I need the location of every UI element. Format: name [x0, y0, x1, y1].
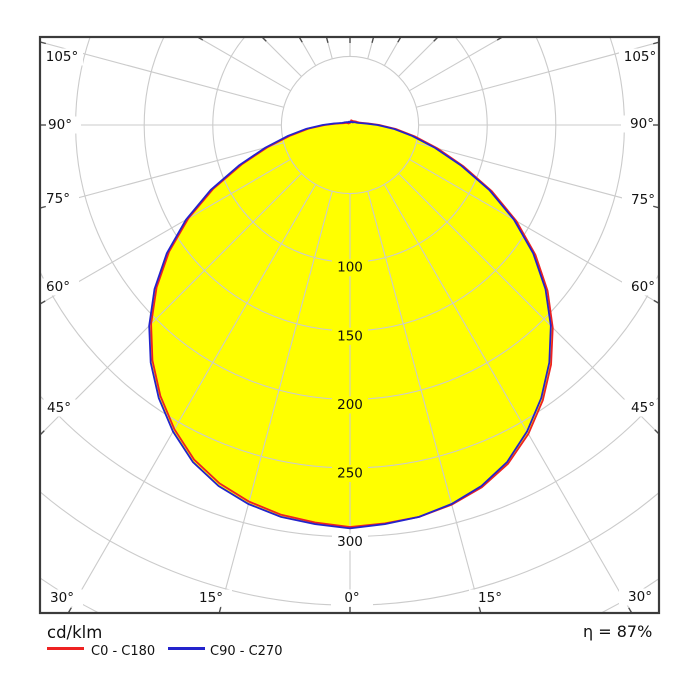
- plot-border: [38, 35, 661, 615]
- angle-label-left-0: 105°: [46, 49, 79, 65]
- angle-label-bottom-2: 0°: [344, 590, 359, 606]
- grid-spoke-105: [416, 41, 659, 108]
- angle-label-bottom-3: 15°: [478, 590, 502, 606]
- angle-label-bg-bottom-4: [619, 588, 659, 606]
- legend-line-c0-c180: [47, 647, 84, 650]
- angle-label-right-2: 75°: [631, 192, 655, 208]
- grid-spoke-60: [409, 158, 659, 305]
- grid-spoke-285: [40, 142, 284, 209]
- legend-label-c0-c180: C0 - C180: [91, 644, 156, 659]
- angle-label-left-4: 45°: [47, 400, 71, 416]
- angle-label-left-3: 60°: [46, 279, 70, 295]
- angle-label-bottom-4: 30°: [628, 589, 652, 605]
- ring-label-bg-150: [332, 327, 368, 345]
- angle-label-bg-right-3: [621, 115, 659, 133]
- angle-label-bg-left-1: [40, 116, 81, 134]
- angle-label-bg-bottom-0: [41, 589, 83, 607]
- angle-label-bg-bottom-1: [190, 589, 232, 607]
- angle-label-bg-bottom-2: [331, 589, 373, 607]
- grid-spoke-45: [398, 173, 659, 435]
- grid-spoke-330: [67, 184, 317, 613]
- efficiency-label: η = 87%: [583, 622, 653, 641]
- legend-label-c90-c270: C90 - C270: [210, 644, 283, 659]
- angle-label-bg-right-2: [622, 191, 659, 209]
- ring-label-300: 300: [337, 534, 363, 550]
- ring-label-bg-300: [332, 533, 368, 551]
- legend-line-c90-c270: [168, 647, 205, 650]
- angle-label-right-3: 90°: [630, 116, 654, 132]
- angle-label-right-0: 45°: [631, 400, 655, 416]
- angle-label-bottom-1: 15°: [199, 590, 223, 606]
- grid-spoke-300: [40, 158, 291, 305]
- angle-label-bg-right-0: [622, 399, 659, 417]
- ring-label-150: 150: [337, 328, 363, 344]
- curve-c90-c270: [148, 120, 552, 530]
- angle-label-bottom-0: 30°: [50, 590, 74, 606]
- angle-label-bg-bottom-3: [469, 589, 511, 607]
- grid-spoke-345: [218, 191, 333, 613]
- angle-label-bg-left-3: [40, 278, 79, 296]
- grid-spoke-315: [40, 173, 302, 436]
- angle-label-left-2: 75°: [46, 191, 70, 207]
- angle-label-bg-right-4: [619, 48, 659, 66]
- angle-label-bg-right-1: [622, 278, 659, 296]
- angle-label-bg-left-2: [40, 190, 79, 208]
- ring-label-250: 250: [337, 466, 363, 482]
- ring-label-bg-200: [332, 396, 368, 414]
- angle-label-bg-left-4: [40, 399, 80, 417]
- angle-label-right-4: 105°: [624, 49, 657, 65]
- ring-label-bg-100: [332, 259, 368, 277]
- grid-spoke-15: [367, 191, 482, 613]
- angle-label-right-1: 60°: [631, 279, 655, 295]
- angle-label-bg-left-0: [41, 48, 83, 66]
- ring-label-100: 100: [337, 260, 363, 276]
- grid-spoke-75: [416, 142, 659, 209]
- ring-label-200: 200: [337, 397, 363, 413]
- unit-label: cd/klm: [47, 623, 103, 642]
- angle-label-left-1: 90°: [48, 117, 72, 133]
- grid-spoke-255: [40, 41, 284, 108]
- ring-label-bg-250: [332, 465, 368, 482]
- grid-spoke-30: [383, 184, 633, 613]
